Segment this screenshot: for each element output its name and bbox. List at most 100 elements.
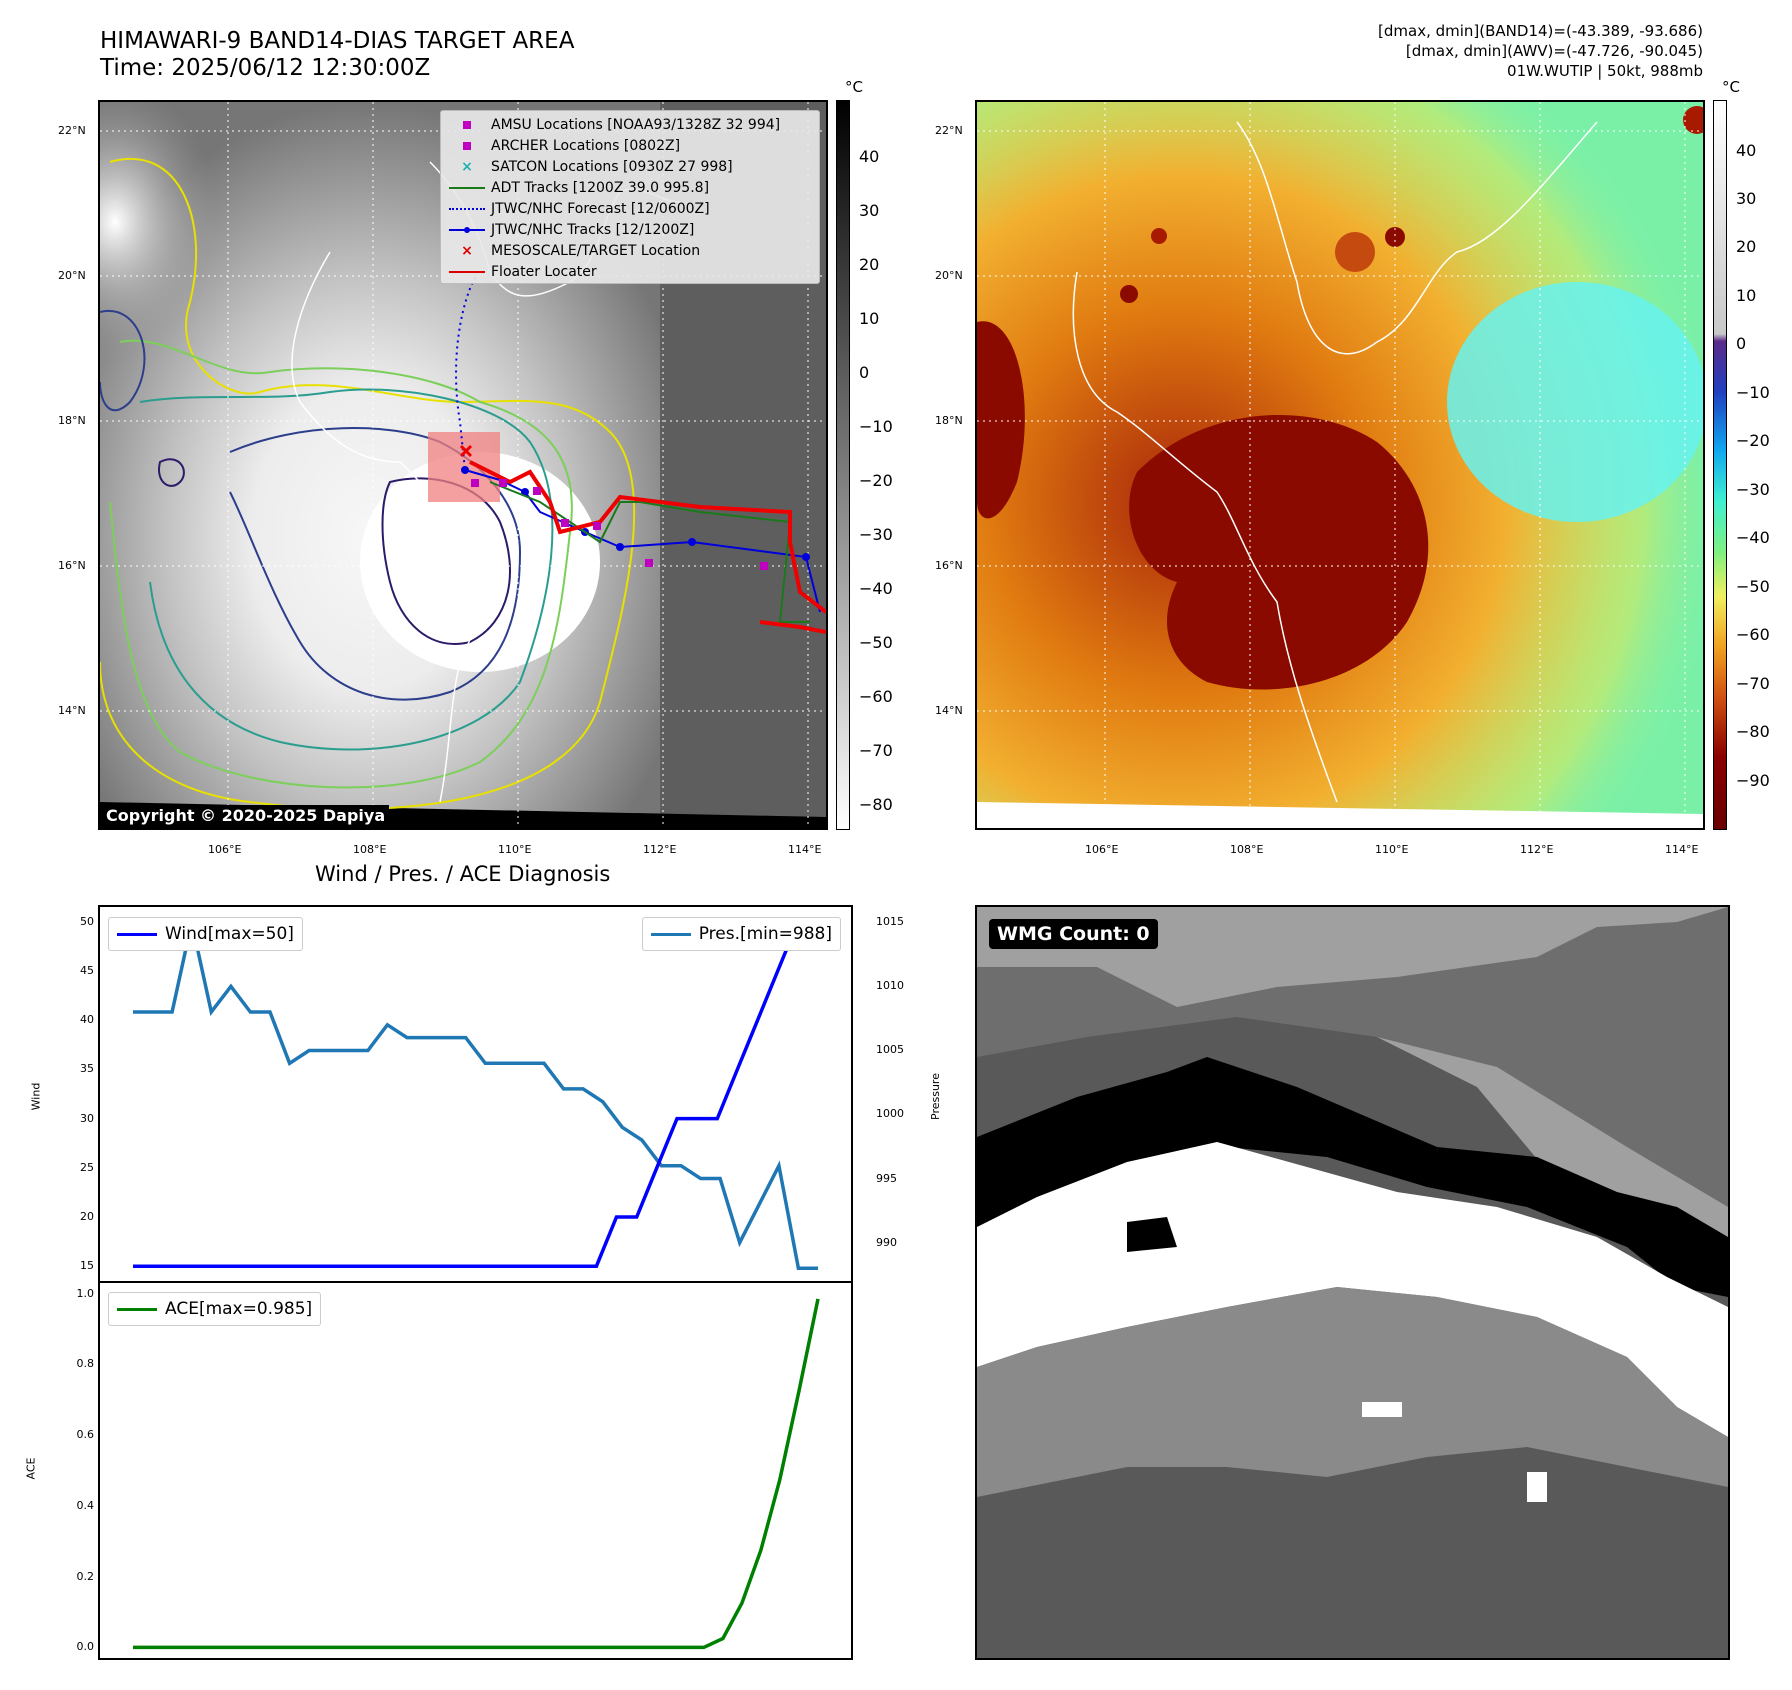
legend-item-jtwc-tracks: JTWC/NHC Tracks [12/1200Z] [449,220,694,240]
ace-tick: 0.2 [76,1569,95,1583]
wind-tick: 15 [80,1259,94,1273]
legend-item-mesoscale: × MESOSCALE/TARGET Location [461,243,701,259]
colorbar-right-tick: 0 [1736,334,1747,353]
lat-tick: 18°N [935,414,963,427]
figure-time: Time: 2025/06/12 12:30:00Z [100,55,431,81]
ace-tick: 0.6 [76,1428,95,1442]
ace-tick: 0.0 [76,1640,95,1654]
lat-tick: 16°N [58,559,86,572]
lon-tick: 112°E [643,843,677,856]
colorbar-left-unit: °C [845,78,863,96]
ace-tick: 0.8 [76,1357,95,1371]
colorbar-left-tick: −70 [859,741,893,760]
wmg-canvas [977,907,1728,1658]
ace-line [133,1298,820,1650]
colorbar-right-tick: −30 [1736,480,1770,499]
colorbar-right-tick: −60 [1736,625,1770,644]
colorbar-right-tick: −10 [1736,383,1770,402]
wind-tick: 30 [80,1111,94,1125]
storm-info: 01W.WUTIP | 50kt, 988mb [1507,62,1703,80]
panel-divider [100,1281,851,1283]
lat-tick: 20°N [58,269,86,282]
lon-tick: 106°E [1085,843,1119,856]
lon-tick: 108°E [353,843,387,856]
colorbar-left-tick: −40 [859,579,893,598]
amsu-archer-points [471,479,768,570]
wmg-band-white [977,1142,1728,1437]
colorbar-left-tick: 10 [859,309,880,328]
map-grid [977,102,1703,828]
band14-range: [dmax, dmin](BAND14)=(-43.389, -93.686) [1378,22,1703,40]
legend-item-satcon: × SATCON Locations [0930Z 27 998] [461,159,733,175]
lon-tick: 110°E [498,843,532,856]
diagnosis-plot [133,920,820,1650]
lat-tick: 18°N [58,414,86,427]
wmg-count-badge: WMG Count: 0 [989,919,1158,949]
colorbar-right-tick: −70 [1736,674,1770,693]
wind-axis-label: Wind [29,1082,43,1111]
pressure-tick: 1015 [876,915,904,929]
colorbar-right-tick: −90 [1736,771,1770,790]
ace-legend-swatch [117,1307,157,1311]
figure-title: HIMAWARI-9 BAND14-DIAS TARGET AREA [100,28,575,54]
colorbar-left [836,100,850,830]
colorbar-right-tick: 20 [1736,237,1757,256]
colorbar-left-tick: −80 [859,795,893,814]
lon-tick: 108°E [1230,843,1264,856]
lat-tick: 14°N [58,704,86,717]
colorbar-left-tick: −60 [859,687,893,706]
legend-item-floater: Floater Locater [449,262,597,282]
colorbar-right-tick: −20 [1736,431,1770,450]
diagnosis-title: Wind / Pres. / ACE Diagnosis [315,862,611,886]
coastline [1072,271,1338,803]
wind-legend-swatch [117,932,157,936]
lon-tick: 114°E [788,843,822,856]
lon-tick: 114°E [1665,843,1699,856]
legend-item-jtwc-forecast: JTWC/NHC Forecast [12/0600Z] [449,199,710,219]
pressure-tick: 1010 [876,979,904,993]
colorbar-right-tick: 30 [1736,189,1757,208]
wmg-band-gray [977,1287,1728,1497]
wind-tick: 40 [80,1013,94,1027]
dry-slot-region [1447,282,1703,522]
colorbar-left-tick: −30 [859,525,893,544]
ace-legend: ACE[max=0.985] [108,1292,322,1326]
pressure-line [133,922,818,1270]
colorbar-right-tick: 10 [1736,286,1757,305]
pressure-legend: Pres.[min=988] [641,917,841,951]
wind-tick: 50 [80,914,94,928]
colorbar-left-tick: 30 [859,201,880,220]
colorbar-left-tick: −20 [859,471,893,490]
wind-legend: Wind[max=50] [108,917,303,951]
colorbar-right-tick: −80 [1736,722,1770,741]
wind-tick: 25 [80,1160,94,1174]
colorbar-left-tick: 20 [859,255,880,274]
mesoscale-target-mark [459,444,473,458]
lat-tick: 16°N [935,559,963,572]
colorbar-left-tick: 0 [859,363,870,382]
lat-tick: 20°N [935,269,963,282]
pressure-tick: 995 [876,1171,897,1185]
diagnosis-panel: Wind[max=50] Pres.[min=988] ACE[max=0.98… [98,905,853,1660]
coastline-north [1236,121,1598,355]
wind-tick: 20 [80,1210,94,1224]
wmg-band-black [977,1057,1728,1297]
pressure-tick: 1000 [876,1107,904,1121]
legend-item-amsu: AMSU Locations [NOAA93/1328Z 32 994] [449,115,780,135]
wmg-panel: WMG Count: 0 [975,905,1730,1660]
lon-tick: 110°E [1375,843,1409,856]
colorbar-right-unit: °C [1722,78,1740,96]
lat-tick: 22°N [58,124,86,137]
lon-tick: 112°E [1520,843,1554,856]
colorbar-left-tick: −50 [859,633,893,652]
pressure-axis-label: Pressure [928,1073,942,1120]
copyright-label: Copyright © 2020-2025 Dapiya [102,805,390,826]
ace-axis-label: ACE [24,1457,38,1480]
lat-tick: 22°N [935,124,963,137]
awv-cold-core [1129,414,1429,690]
legend-item-archer: ARCHER Locations [0802Z] [449,136,680,156]
colorbar-right-tick: −40 [1736,528,1770,547]
awv-map-canvas [977,102,1703,828]
pressure-tick: 1005 [876,1043,904,1057]
wind-tick: 35 [80,1062,94,1076]
